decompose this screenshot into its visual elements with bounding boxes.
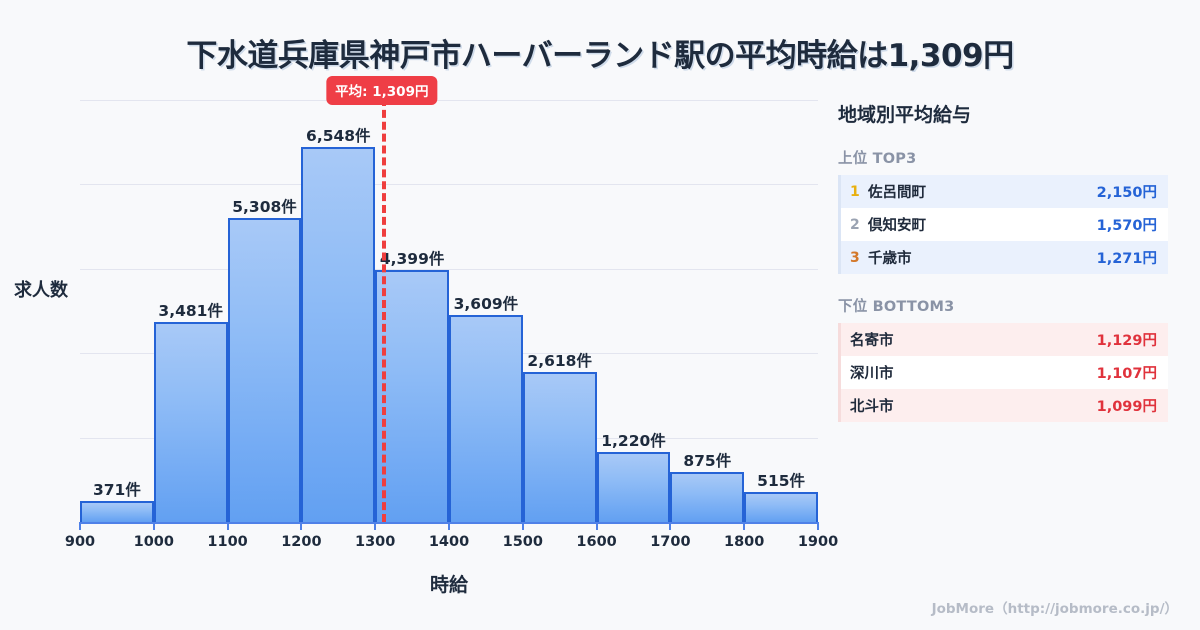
x-axis-tick-label: 1000 [133,534,174,550]
y-axis-title: 求人数 [14,280,68,301]
histogram-bar [522,371,597,522]
x-axis-tick-label: 1100 [207,534,248,550]
gridline [80,268,818,270]
histogram-bar [301,146,376,522]
bar-value-label: 3,609件 [453,295,519,314]
region-wage-value: 1,570円 [1096,218,1157,234]
top3-row[interactable]: 3 千歳市 1,271円 [841,241,1168,274]
region-name: 千歳市 [868,251,912,267]
bottom3-row[interactable]: 名寄市 1,129円 [841,323,1168,356]
rank-number: 1 [850,183,860,200]
region-name: 倶知安町 [868,218,926,234]
x-axis-tick-label: 1700 [650,534,691,550]
x-axis-tick [79,522,81,530]
x-axis-tick [300,522,303,530]
bar-value-label: 6,548件 [306,126,371,145]
x-axis-tick [817,522,819,530]
histogram-bar [375,269,449,522]
histogram-bar [670,471,745,522]
top3-row[interactable]: 1 佐呂間町 2,150円 [841,175,1168,208]
region-name: 佐呂間町 [868,185,926,201]
region-wage-value: 1,271円 [1096,251,1157,267]
bar-value-label: 5,308件 [232,197,297,216]
rank-number: 2 [850,216,860,233]
average-line [381,98,386,522]
gridline [80,100,818,101]
x-axis-tick [743,522,746,530]
footer-credit: JobMore（http://jobmore.co.jp/） [931,601,1178,617]
histogram-bar [744,492,818,522]
x-axis-tick [521,522,524,530]
sidebar-title: 地域別平均給与 [838,104,972,126]
x-axis-tick [374,522,377,530]
bottom3-row[interactable]: 北斗市 1,099円 [841,389,1168,422]
x-axis-tick-label: 1300 [355,534,396,550]
bottom3-heading: 下位 BOTTOM3 [838,299,955,315]
region-name: 北斗市 [850,399,894,415]
x-axis-tick-label: 900 [64,534,96,550]
x-axis-title: 時給 [429,574,468,596]
plot-area: 371件 3,481件 5,308件 6,548件 4,399件 3,609件 2,618件… [65,76,838,550]
gridline [80,184,818,186]
top3-heading: 上位 TOP3 [838,151,917,167]
histogram-bar [153,322,228,522]
average-badge: 平均: 1,309円 [326,76,438,105]
histogram-bar [596,452,671,522]
x-axis-tick [448,522,450,530]
x-axis-tick-label: 1900 [797,534,839,550]
bar-value-label: 515件 [757,472,806,491]
rank-number: 3 [850,249,860,266]
region-name: 深川市 [850,366,894,382]
bar-value-label: 3,481件 [158,302,223,321]
region-wage-value: 1,107円 [1096,366,1157,382]
histogram-bar [227,217,302,522]
bar-value-label: 371件 [92,480,141,499]
bottom3-table: 名寄市 1,129円深川市 1,107円北斗市 1,099円 [838,323,1168,422]
region-wage-value: 1,099円 [1096,399,1157,415]
bar-value-label: 1,220件 [601,432,666,451]
region-wage-value: 2,150円 [1096,185,1157,201]
histogram-chart: 求人数 371件 3,481件 5,308件 6,548件 4,399件 3,609件 2,… [0,76,838,630]
x-axis-tick [152,522,155,530]
x-axis-tick [226,522,229,530]
histogram-bar [80,500,154,522]
page-title: 下水道兵庫県神戸市ハーバーランド駅の平均時給は1,309円 [186,38,1014,74]
bar-value-label: 875件 [683,451,732,470]
x-axis-tick-label: 1400 [428,534,470,550]
top3-table: 1 佐呂間町 2,150円 2 倶知安町 1,570円 3 千歳市 1,271円 [838,175,1168,274]
bar-value-label: 4,399件 [379,249,445,268]
region-wage-value: 1,129円 [1096,333,1157,349]
bottom3-row[interactable]: 深川市 1,107円 [841,356,1168,389]
x-axis-tick-label: 1800 [724,534,765,550]
region-name: 名寄市 [850,333,894,349]
histogram-bar [449,315,523,522]
x-axis-tick-label: 1600 [576,534,617,550]
x-axis-tick [669,522,672,530]
regional-salary-panel: 地域別平均給与 上位 TOP3 1 佐呂間町 2,150円 2 倶知安町 1,570円 3 千… [838,100,1168,443]
x-axis-tick-label: 1500 [502,534,543,550]
top3-row[interactable]: 2 倶知安町 1,570円 [841,208,1168,241]
bar-value-label: 2,618件 [527,351,592,370]
x-axis-tick [595,522,598,530]
x-axis-tick-label: 1200 [281,534,322,550]
